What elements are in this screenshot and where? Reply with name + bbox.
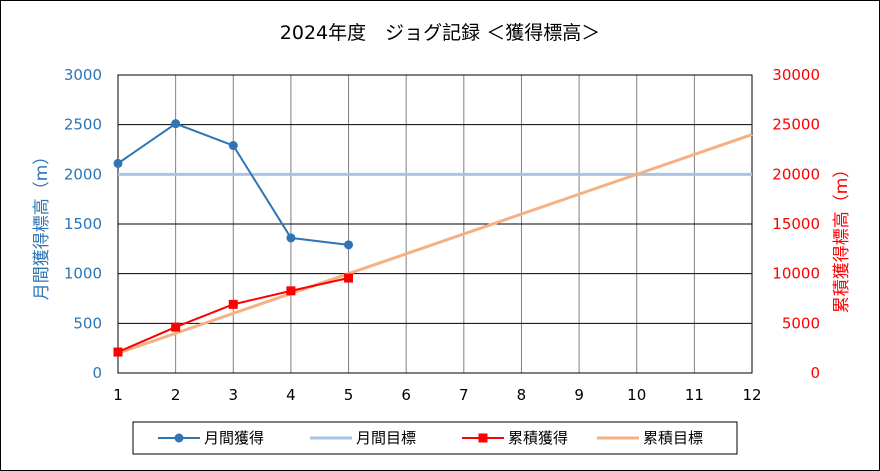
y-left-tick-label: 3000 <box>64 66 102 84</box>
series-1-point <box>344 240 354 250</box>
series-3-point <box>113 347 123 357</box>
series-1-point <box>228 141 238 151</box>
series-3-point <box>344 273 354 283</box>
series-3-point <box>228 299 238 309</box>
chart-title: 2024年度 ジョグ記録 ＜獲得標高＞ <box>280 22 600 44</box>
series-4-target-line <box>117 133 753 355</box>
legend-label: 累積目標 <box>643 429 703 447</box>
y-left-tick-label: 1000 <box>64 265 102 283</box>
y-left-tick-label: 1500 <box>64 215 102 233</box>
series-3-point <box>286 286 296 296</box>
series-layer <box>113 119 753 357</box>
legend-swatch-marker <box>174 433 184 443</box>
tick-labels: 0500100015002000250030000500010000150002… <box>64 66 820 404</box>
x-tick-label: 12 <box>742 386 761 404</box>
x-tick-label: 8 <box>517 386 527 404</box>
x-tick-label: 4 <box>286 386 296 404</box>
x-tick-label: 9 <box>574 386 584 404</box>
y-left-tick-label: 2000 <box>64 165 102 183</box>
series-1-point <box>171 119 181 129</box>
gridlines <box>117 74 753 374</box>
x-tick-label: 6 <box>401 386 411 404</box>
x-tick-label: 3 <box>228 386 238 404</box>
series-1-point <box>286 233 296 243</box>
y-right-tick-label: 0 <box>810 364 820 382</box>
x-tick-label: 7 <box>459 386 469 404</box>
legend-label: 月間獲得 <box>204 429 264 447</box>
y-left-tick-label: 2500 <box>64 116 102 134</box>
y-right-tick-label: 15000 <box>772 215 820 233</box>
legend: 月間獲得 月間目標 累積獲得 累積目標 <box>132 421 738 455</box>
series-3-point <box>171 322 181 332</box>
y-axis-right-label: 累積獲得標高（m） <box>832 161 852 314</box>
series-1-point <box>113 158 123 168</box>
y-left-tick-label: 500 <box>73 314 102 332</box>
y-right-tick-label: 10000 <box>772 265 820 283</box>
legend-label: 累積獲得 <box>508 429 568 447</box>
legend-label: 月間目標 <box>356 429 416 447</box>
plot-border <box>117 74 753 374</box>
legend-swatch-marker <box>478 433 488 443</box>
y-right-tick-label: 25000 <box>772 116 820 134</box>
x-tick-label: 2 <box>171 386 181 404</box>
y-right-tick-label: 5000 <box>782 314 820 332</box>
y-right-tick-label: 30000 <box>772 66 820 84</box>
x-tick-label: 11 <box>685 386 704 404</box>
x-tick-label: 10 <box>627 386 646 404</box>
y-right-tick-label: 20000 <box>772 165 820 183</box>
x-tick-label: 1 <box>113 386 123 404</box>
x-tick-label: 5 <box>344 386 354 404</box>
y-left-tick-label: 0 <box>92 364 102 382</box>
y-axis-left-label: 月間獲得標高（m） <box>32 148 52 301</box>
